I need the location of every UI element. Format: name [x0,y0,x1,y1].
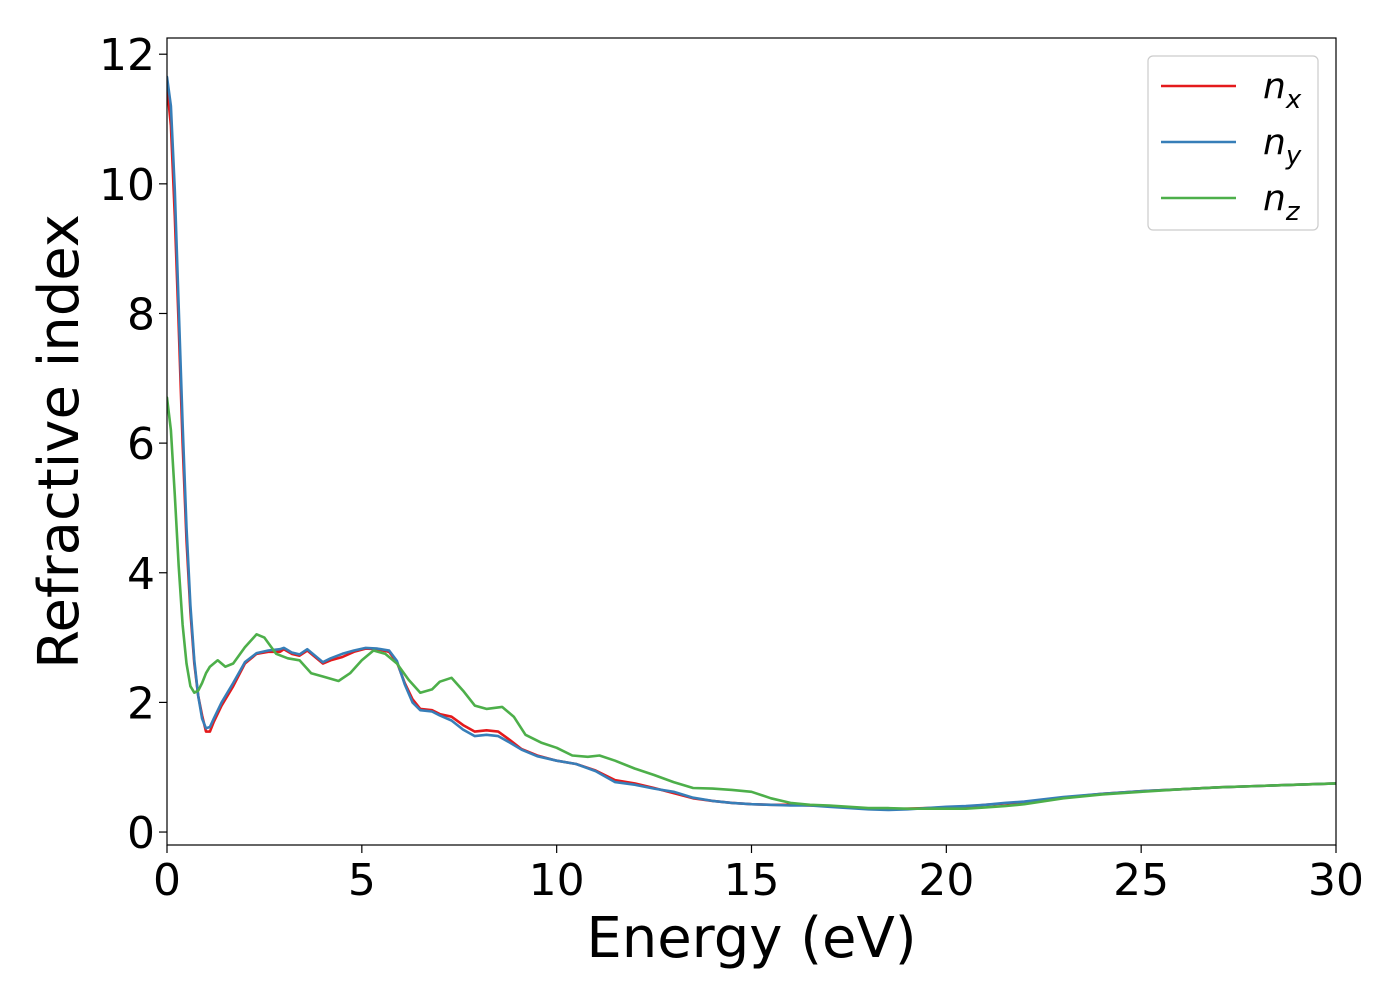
x-tick-label: 20 [918,855,974,906]
y-tick-label: 12 [99,30,155,81]
x-tick-label: 10 [529,855,585,906]
y-tick-label: 10 [99,160,155,211]
legend-label-z: nz [1263,178,1301,227]
plot-series-group [167,75,1336,812]
series-line-nz [167,396,1336,810]
legend-label-y: ny [1263,122,1302,171]
x-tick-label: 25 [1113,855,1169,906]
y-tick-label: 8 [127,289,155,340]
y-axis-ticks: 0 2 4 6 8 10 12 [99,30,167,859]
x-tick-label: 0 [153,855,181,906]
x-tick-label: 5 [348,855,376,906]
x-axis-ticks: 0 5 10 15 20 25 30 [153,845,1364,906]
y-axis-title: Refractive index [27,214,92,669]
x-axis-title: Energy (eV) [586,906,916,971]
x-tick-label: 15 [724,855,780,906]
y-tick-label: 6 [127,419,155,470]
y-tick-label: 4 [127,549,155,600]
x-tick-label: 30 [1308,855,1364,906]
legend: nx ny nz [1147,55,1319,231]
legend-label-x: nx [1263,66,1302,115]
y-tick-label: 2 [127,678,155,729]
y-tick-label: 0 [127,808,155,859]
